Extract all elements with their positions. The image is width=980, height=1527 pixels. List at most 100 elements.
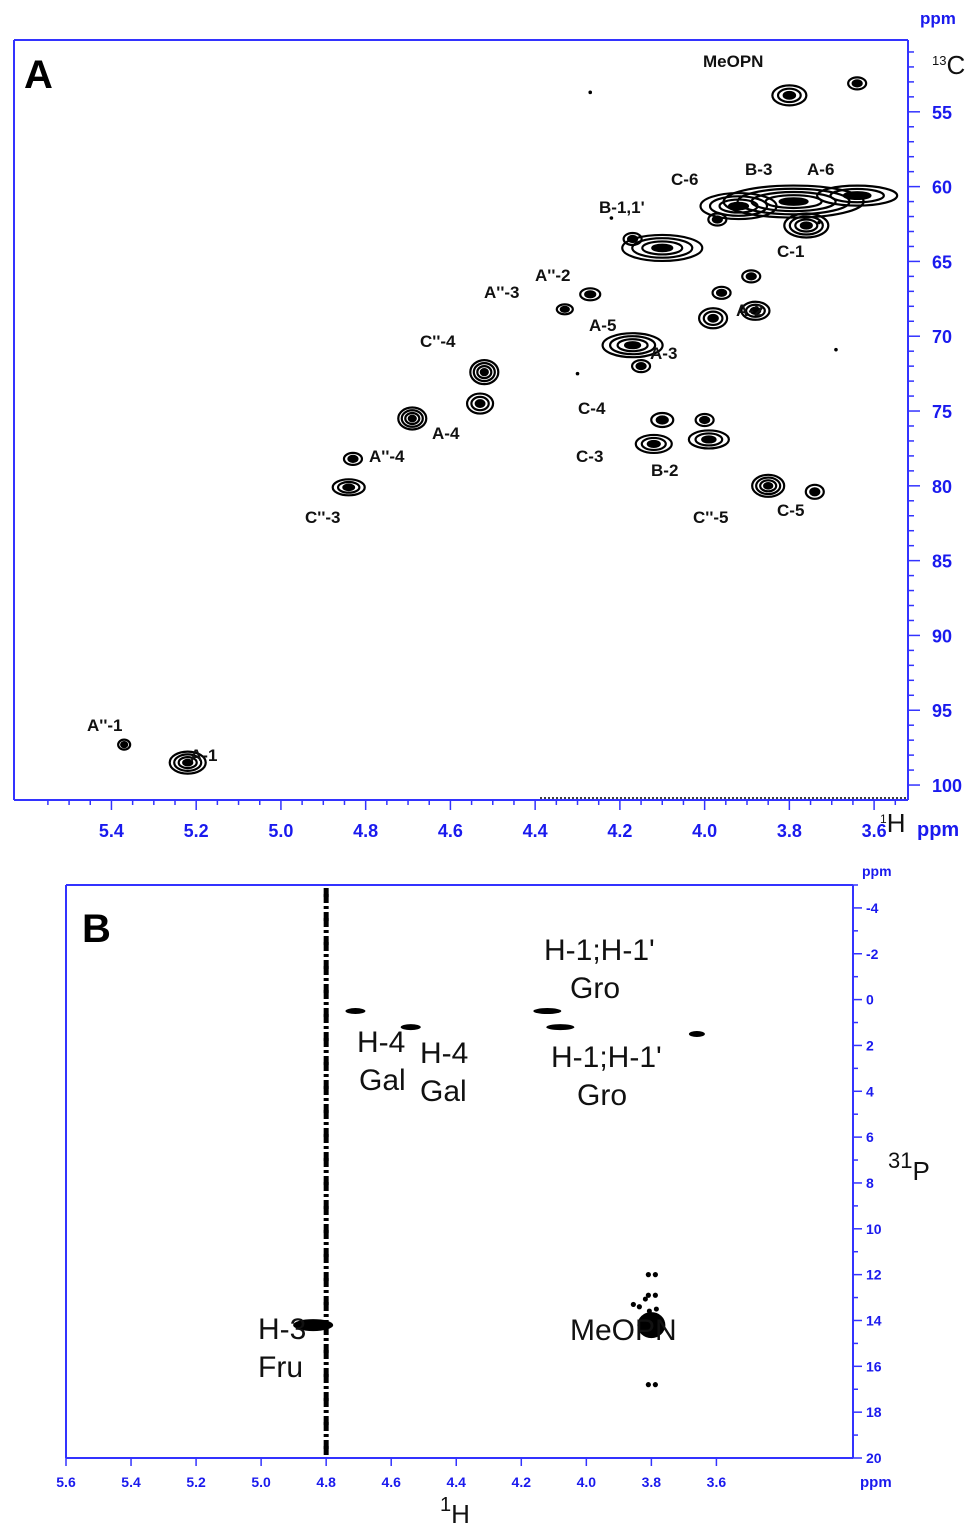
panel-b-x-tick-label: 3.6 (707, 1474, 727, 1490)
panel-a-peak (699, 191, 778, 221)
label-c6: C-6 (671, 170, 698, 189)
label-a4: A-4 (432, 424, 460, 443)
label-c1: C-1 (777, 242, 804, 261)
panel-b-hmbc: 5.6 5.4 5.2 5.0 4.8 4.6 4.4 4.2 4.0 3.8 3.6 -4 -2 0 2… (56, 863, 930, 1527)
panel-a-x-tick-label: 5.4 (99, 821, 124, 841)
panel-a-peak (771, 84, 808, 107)
panel-a-y-tick-label: 55 (932, 103, 952, 123)
label-h1gro-bottom: H-1;H-1' (551, 1041, 662, 1074)
panel-a-peak (579, 287, 602, 302)
panel-a-x-tick-label: 4.6 (438, 821, 463, 841)
panel-a-peak (847, 76, 868, 91)
panel-a-peak (804, 483, 825, 500)
panel-a-peaks (117, 76, 899, 775)
panel-b-x-tick-label: 5.0 (251, 1474, 271, 1490)
label-fru: Fru (258, 1351, 303, 1384)
label-c5: C-5 (777, 501, 804, 520)
panel-a-noise-speck (834, 347, 838, 352)
panel-b-peak (546, 1024, 575, 1031)
panel-a-minor-ticks (47, 51, 914, 805)
label-app2: A''-2 (535, 266, 570, 285)
panel-a-y-tick-label: 80 (932, 477, 952, 497)
panel-b-artifact-line (323, 888, 329, 1455)
panel-b-y-nucleus: 31P (888, 1148, 930, 1186)
panel-b-y-tick-label: -4 (866, 900, 879, 916)
panel-a-peak (621, 233, 704, 263)
panel-a-y-tick-label: 65 (932, 252, 952, 272)
label-c3: C-3 (576, 447, 603, 466)
panel-a-noise-speck (588, 90, 593, 95)
panel-b-noise-speck (645, 1292, 651, 1298)
panel-b-letter: B (82, 907, 111, 951)
panel-b-peak (688, 1030, 705, 1037)
panel-b-peak (533, 1008, 562, 1015)
panel-a-letter: A (24, 53, 53, 97)
panel-a-y-unit: ppm (920, 9, 956, 28)
panel-a-peak (711, 285, 732, 300)
panel-a-peak (741, 269, 762, 284)
panel-a-peak (687, 429, 730, 450)
panel-a-x-tick-label: 5.2 (184, 821, 209, 841)
label-gal-right: Gal (420, 1075, 467, 1108)
panel-a-x-tick-label: 4.8 (353, 821, 378, 841)
label-h3: H-3 (258, 1313, 306, 1346)
label-gal-left: Gal (359, 1064, 406, 1097)
panel-b-noise-speck (645, 1382, 651, 1388)
label-cpp4: C''-4 (420, 332, 456, 351)
panel-b-y-tick-label: 6 (866, 1129, 874, 1145)
label-cpp3: C''-3 (305, 508, 340, 527)
panel-b-peak (345, 1008, 366, 1015)
label-b3: B-3 (745, 160, 772, 179)
panel-a-peak (697, 307, 729, 330)
panel-a-peak (751, 473, 786, 498)
panel-a-y-tick-label: 95 (932, 701, 952, 721)
panel-a-y-tick-label: 60 (932, 178, 952, 198)
panel-a-peak (397, 406, 428, 431)
panel-a-peak (694, 412, 715, 428)
label-b2: B-2 (651, 461, 678, 480)
panel-a-peak (117, 738, 132, 751)
panel-b-y-tick-label: 8 (866, 1175, 874, 1191)
panel-a-x-tick-label: 4.0 (692, 821, 717, 841)
panel-a-peak (469, 359, 500, 386)
panel-a-hsqc: 5.4 5.2 5.0 4.8 4.6 4.4 4.2 4.0 3.8 3.6 55 60 65 70 7… (13, 9, 965, 841)
label-meopn-a: MeOPN (703, 52, 763, 71)
panel-a-x-tick-label: 4.2 (607, 821, 632, 841)
panel-a-peak (555, 303, 574, 316)
panel-a-y-tick-label: 70 (932, 327, 952, 347)
panel-b-noise-speck (645, 1272, 651, 1278)
panel-b-x-tick-label: 4.2 (512, 1474, 532, 1490)
panel-a-peak (783, 212, 830, 239)
panel-a-y-nucleus: 13C (932, 50, 965, 80)
panel-a-peak (634, 433, 673, 455)
panel-a-peak (342, 451, 364, 466)
panel-a-x-tick-label: 5.0 (268, 821, 293, 841)
panel-a-y-tick-label: 85 (932, 552, 952, 572)
panel-b-x-unit: ppm (860, 1474, 892, 1491)
panel-b-y-tick-label: 14 (866, 1312, 882, 1328)
panel-a-y-tick-label: 75 (932, 402, 952, 422)
panel-b-x-nucleus: 1H (440, 1494, 470, 1527)
panel-b-y-tick-label: 12 (866, 1267, 882, 1283)
panel-b-noise-speck (630, 1301, 636, 1308)
label-h4-gal-left: H-4 (357, 1026, 405, 1059)
panel-b-y-tick-label: -2 (866, 946, 879, 962)
panel-a-peak (168, 750, 207, 775)
panel-a-y-ticks: 55 60 65 70 75 80 85 90 95 100 (908, 103, 962, 796)
label-a1: A-1 (190, 746, 217, 765)
panel-b-x-tick-label: 5.4 (121, 1474, 141, 1490)
panel-b-y-tick-label: 18 (866, 1404, 882, 1420)
panel-a-peak (650, 411, 675, 429)
label-gro-top: Gro (570, 972, 620, 1005)
panel-b-x-tick-label: 4.0 (577, 1474, 597, 1490)
label-a2: A-2 (736, 301, 763, 320)
panel-a-peak (622, 231, 643, 247)
panel-b-y-tick-label: 20 (866, 1450, 882, 1466)
panel-b-noise-speck (652, 1292, 658, 1298)
panel-b-x-tick-label: 3.8 (642, 1474, 662, 1490)
panel-a-x-tick-label: 3.6 (862, 821, 887, 841)
label-a3: A-3 (650, 344, 677, 363)
panel-a-x-tick-label: 4.4 (523, 821, 548, 841)
panel-b-y-unit: ppm (862, 863, 892, 879)
panel-b-x-tick-label: 4.4 (447, 1474, 467, 1490)
